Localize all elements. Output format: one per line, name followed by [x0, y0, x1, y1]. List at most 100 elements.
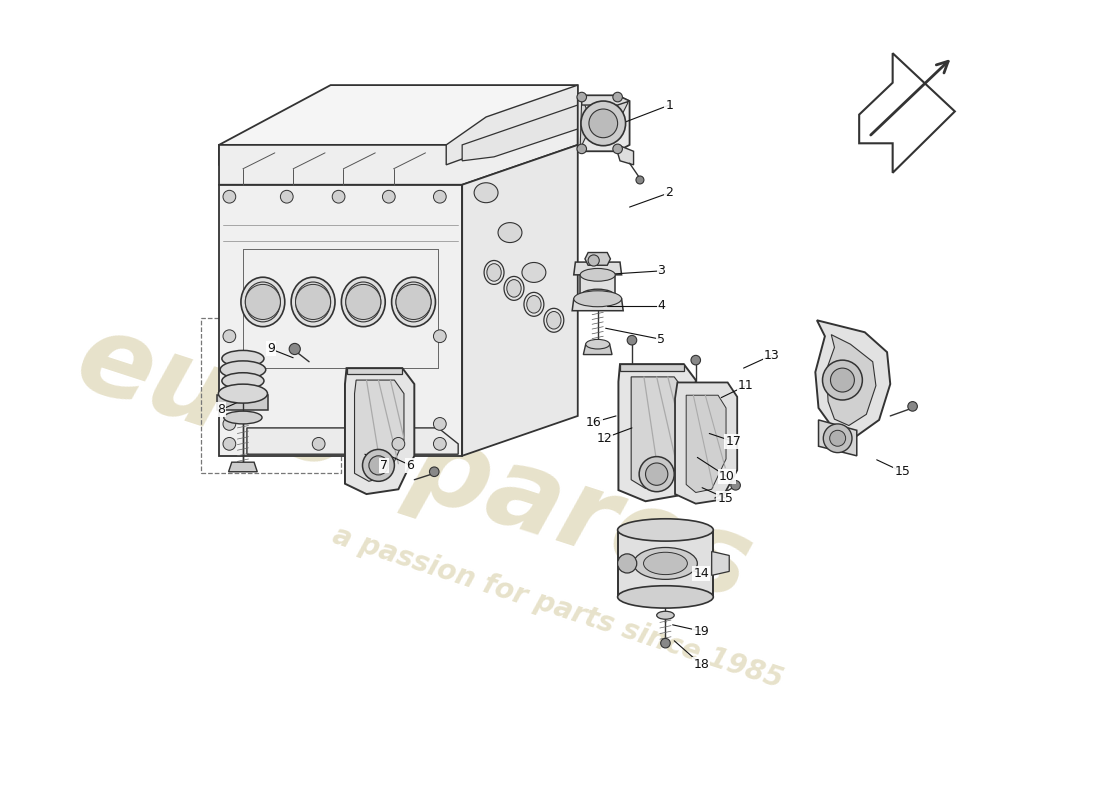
Circle shape: [223, 190, 235, 203]
Circle shape: [829, 430, 846, 446]
Circle shape: [429, 467, 439, 477]
Polygon shape: [631, 377, 684, 489]
Text: eurospares: eurospares: [64, 304, 764, 623]
Polygon shape: [218, 395, 268, 410]
Ellipse shape: [396, 282, 431, 322]
Polygon shape: [219, 85, 578, 165]
Circle shape: [823, 360, 862, 400]
Text: 5: 5: [658, 333, 666, 346]
Circle shape: [636, 176, 644, 184]
Circle shape: [627, 335, 637, 345]
Text: 9: 9: [267, 342, 275, 355]
Circle shape: [433, 330, 447, 342]
Ellipse shape: [484, 261, 504, 285]
Ellipse shape: [547, 311, 561, 329]
Ellipse shape: [574, 290, 622, 306]
Ellipse shape: [580, 289, 615, 303]
Ellipse shape: [474, 182, 498, 202]
Ellipse shape: [507, 280, 521, 297]
Text: 10: 10: [719, 470, 735, 483]
Text: 2: 2: [666, 186, 673, 199]
Circle shape: [245, 285, 280, 319]
Ellipse shape: [245, 282, 280, 322]
Ellipse shape: [220, 361, 266, 378]
Text: 12: 12: [596, 432, 612, 445]
Circle shape: [613, 92, 623, 102]
Polygon shape: [219, 185, 462, 456]
Circle shape: [646, 463, 668, 486]
Circle shape: [908, 402, 917, 411]
Text: 11: 11: [738, 379, 754, 392]
Polygon shape: [618, 364, 695, 502]
Circle shape: [433, 418, 447, 430]
Bar: [201, 318, 341, 474]
Ellipse shape: [527, 295, 541, 313]
Ellipse shape: [487, 264, 502, 282]
Circle shape: [588, 109, 617, 138]
Polygon shape: [617, 530, 713, 597]
Ellipse shape: [222, 350, 264, 366]
Text: 3: 3: [658, 264, 666, 278]
Polygon shape: [620, 364, 684, 370]
Circle shape: [223, 418, 235, 430]
Polygon shape: [617, 97, 628, 123]
Circle shape: [368, 456, 388, 475]
Polygon shape: [585, 253, 611, 266]
Polygon shape: [617, 145, 634, 165]
Polygon shape: [462, 145, 578, 456]
Polygon shape: [582, 95, 629, 105]
Ellipse shape: [617, 586, 713, 608]
Ellipse shape: [498, 222, 522, 242]
Polygon shape: [219, 105, 578, 185]
Circle shape: [578, 92, 586, 102]
Text: 16: 16: [586, 416, 602, 429]
Circle shape: [280, 190, 293, 203]
Ellipse shape: [522, 262, 546, 282]
Text: 8: 8: [218, 403, 226, 416]
Circle shape: [581, 101, 626, 146]
Polygon shape: [462, 105, 578, 161]
Text: 13: 13: [763, 349, 780, 362]
Ellipse shape: [644, 552, 688, 574]
Polygon shape: [354, 380, 404, 482]
Polygon shape: [580, 275, 615, 296]
Text: a passion for parts since 1985: a passion for parts since 1985: [329, 521, 786, 694]
Ellipse shape: [657, 611, 674, 619]
Circle shape: [345, 285, 381, 319]
Text: 4: 4: [658, 299, 666, 313]
Polygon shape: [712, 551, 729, 575]
Ellipse shape: [341, 278, 385, 326]
Polygon shape: [580, 97, 592, 149]
Text: 15: 15: [894, 466, 910, 478]
Circle shape: [661, 638, 670, 648]
Polygon shape: [815, 320, 890, 436]
Ellipse shape: [219, 384, 267, 403]
Text: 15: 15: [717, 491, 734, 505]
Polygon shape: [447, 85, 578, 165]
Ellipse shape: [296, 282, 331, 322]
Text: 17: 17: [725, 435, 741, 448]
Polygon shape: [686, 395, 726, 493]
Ellipse shape: [585, 339, 609, 349]
Ellipse shape: [241, 278, 285, 326]
Circle shape: [223, 330, 235, 342]
Circle shape: [332, 190, 345, 203]
Ellipse shape: [504, 277, 524, 300]
Circle shape: [830, 368, 855, 392]
Circle shape: [433, 190, 447, 203]
Polygon shape: [583, 344, 612, 354]
Text: 7: 7: [379, 459, 388, 472]
Ellipse shape: [634, 547, 697, 579]
Circle shape: [588, 255, 600, 266]
Polygon shape: [574, 262, 622, 275]
Polygon shape: [826, 334, 876, 426]
Text: 18: 18: [693, 658, 710, 671]
Polygon shape: [818, 420, 857, 456]
Polygon shape: [675, 382, 737, 504]
Circle shape: [383, 190, 395, 203]
Text: 1: 1: [666, 98, 673, 111]
Polygon shape: [346, 368, 403, 374]
Circle shape: [296, 285, 331, 319]
Circle shape: [289, 343, 300, 354]
Text: 14: 14: [693, 567, 710, 580]
